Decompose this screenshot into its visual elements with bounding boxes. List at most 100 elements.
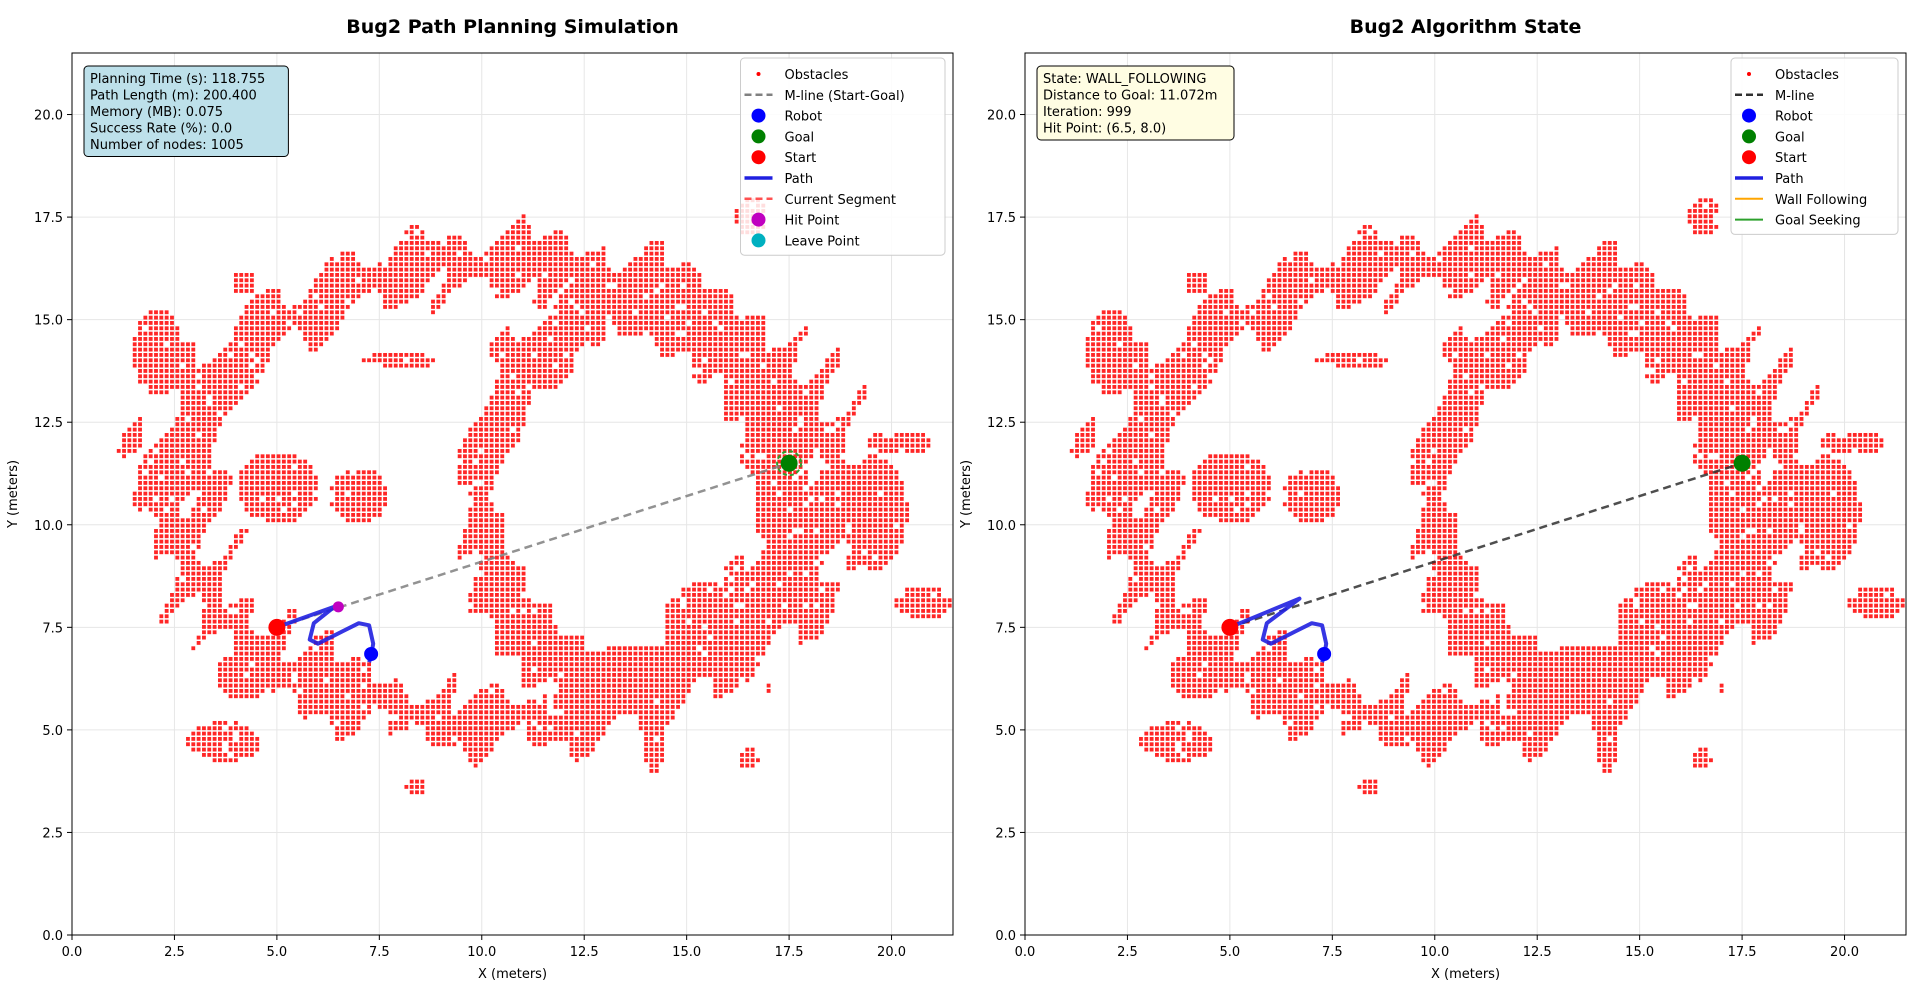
obstacle-point xyxy=(532,726,536,730)
obstacle-point xyxy=(186,449,190,453)
obstacle-point xyxy=(559,689,563,693)
obstacle-point xyxy=(564,374,568,378)
obstacle-point xyxy=(309,673,313,677)
obstacle-point xyxy=(681,273,685,277)
obstacle-point xyxy=(543,289,547,293)
obstacle-point xyxy=(287,454,291,458)
obstacle-point xyxy=(511,614,515,618)
obstacle-point xyxy=(554,657,558,661)
obstacle-point xyxy=(799,412,803,416)
obstacle-point xyxy=(245,668,249,672)
obstacle-point xyxy=(431,742,435,746)
obstacle-point xyxy=(367,492,371,496)
obstacle-point xyxy=(607,652,611,656)
obstacle-point xyxy=(175,593,179,597)
obstacle-point xyxy=(756,401,760,405)
obstacle-point xyxy=(261,358,265,362)
obstacle-point xyxy=(580,657,584,661)
obstacle-point xyxy=(751,652,755,656)
obstacle-point xyxy=(303,662,307,666)
obstacle-point xyxy=(357,513,361,517)
obstacle-point xyxy=(799,566,803,570)
obstacle-point xyxy=(655,742,659,746)
obstacle-point xyxy=(495,294,499,298)
obstacle-point xyxy=(527,401,531,405)
obstacle-point xyxy=(815,582,819,586)
obstacle-point xyxy=(495,550,499,554)
obstacle-point xyxy=(506,726,510,730)
obstacle-point xyxy=(575,684,579,688)
obstacle-point xyxy=(719,614,723,618)
obstacle-point xyxy=(245,278,249,282)
obstacle-point xyxy=(543,380,547,384)
obstacle-point xyxy=(303,700,307,704)
obstacle-point xyxy=(751,433,755,437)
obstacle-point xyxy=(213,737,217,741)
obstacle-point xyxy=(367,673,371,677)
obstacle-point xyxy=(729,673,733,677)
obstacle-point xyxy=(660,657,664,661)
obstacle-point xyxy=(325,668,329,672)
obstacle-point xyxy=(420,284,424,288)
obstacle-point xyxy=(271,465,275,469)
obstacle-point xyxy=(740,348,744,352)
obstacle-point xyxy=(783,550,787,554)
obstacle-point xyxy=(447,716,451,720)
obstacle-point xyxy=(767,566,771,570)
obstacle-point xyxy=(330,710,334,714)
obstacle-point xyxy=(255,481,259,485)
obstacle-point xyxy=(554,385,558,389)
obstacle-point xyxy=(250,486,254,490)
obstacle-point xyxy=(671,289,675,293)
obstacle-point xyxy=(649,332,653,336)
obstacle-point xyxy=(245,742,249,746)
obstacle-point xyxy=(117,449,121,453)
obstacle-point xyxy=(484,262,488,266)
obstacle-point xyxy=(170,609,174,613)
obstacle-point xyxy=(713,353,717,357)
obstacle-point xyxy=(788,353,792,357)
obstacle-point xyxy=(234,353,238,357)
obstacle-point xyxy=(735,678,739,682)
obstacle-point xyxy=(708,604,712,608)
obstacle-point xyxy=(580,694,584,698)
obstacle-point xyxy=(735,390,739,394)
obstacle-point xyxy=(404,284,408,288)
obstacle-point xyxy=(314,700,318,704)
obstacle-point xyxy=(506,246,510,250)
obstacle-point xyxy=(618,332,622,336)
obstacle-point xyxy=(554,737,558,741)
obstacle-point xyxy=(777,561,781,565)
obstacle-point xyxy=(250,273,254,277)
obstacle-point xyxy=(293,305,297,309)
obstacle-point xyxy=(644,252,648,256)
obstacle-point xyxy=(511,342,515,346)
obstacle-point xyxy=(719,300,723,304)
obstacle-point xyxy=(442,689,446,693)
obstacle-point xyxy=(175,518,179,522)
obstacle-point xyxy=(660,732,664,736)
obstacle-point xyxy=(522,262,526,266)
obstacle-point xyxy=(586,678,590,682)
obstacle-point xyxy=(559,705,563,709)
obstacle-point xyxy=(341,294,345,298)
obstacle-point xyxy=(586,252,590,256)
obstacle-point xyxy=(788,348,792,352)
obstacle-point xyxy=(777,620,781,624)
obstacle-point xyxy=(181,380,185,384)
obstacle-point xyxy=(506,705,510,709)
obstacle-point xyxy=(735,321,739,325)
obstacle-point xyxy=(474,476,478,480)
obstacle-point xyxy=(671,641,675,645)
obstacle-point xyxy=(378,284,382,288)
obstacle-point xyxy=(133,492,137,496)
obstacle-point xyxy=(788,374,792,378)
obstacle-point xyxy=(575,710,579,714)
obstacle-point xyxy=(495,652,499,656)
obstacle-point xyxy=(681,342,685,346)
obstacle-point xyxy=(527,716,531,720)
obstacle-point xyxy=(729,326,733,330)
obstacle-point xyxy=(207,630,211,634)
obstacle-point xyxy=(495,518,499,522)
obstacle-point xyxy=(761,428,765,432)
